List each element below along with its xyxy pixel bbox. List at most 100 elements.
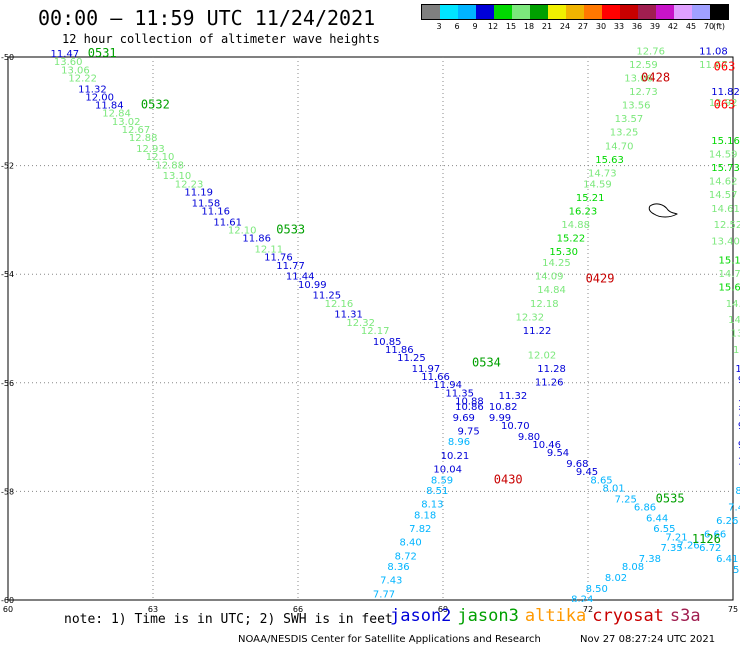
legend-tick-label: 21 [541,22,553,31]
legend-tick-label: (ft) [712,22,726,31]
wave-height-label: 10.85 [373,337,402,348]
satellite-key: jason2 jason3 altika cryosat s3a [390,606,707,626]
latitude-tick-label: -50 [1,53,14,62]
timestamp: Nov 27 08:27:24 UTC 2021 [580,634,716,645]
wave-height-label: 12.32 [346,318,375,329]
wave-height-label: 8.51 [426,486,448,497]
legend-tick-label: 3 [436,22,442,31]
legend-swatch [566,5,584,19]
longitude-tick-label: 69 [438,605,448,614]
legend-swatch [620,5,638,19]
wave-height-label: 15.73 [711,163,740,174]
wave-height-label: 15.63 [595,155,624,166]
wave-height-label: 14.78 [719,269,740,280]
wave-height-label: 9.80 [518,432,540,443]
wave-height-label: 13.10 [163,171,192,182]
legend-swatch [656,5,674,19]
wave-height-label: 10.99 [298,280,327,291]
legend-tick-label: 27 [577,22,589,31]
wave-height-label: 11.76 [264,253,293,264]
legend-swatch [422,5,440,19]
wave-height-label: 7.25 [615,494,637,505]
wave-height-label: 11.61 [213,217,242,228]
wave-height-label: 8.13 [421,500,443,511]
legend-tick-label: 6 [454,22,460,31]
wave-height-label: 12.93 [136,144,165,155]
wave-height-label: 10.8 [738,407,740,418]
wave-height-label: 7.77 [373,589,395,600]
wave-height-label: 13.02 [733,345,740,356]
credit-text: NOAA/NESDIS Center for Satellite Applica… [238,634,541,645]
legend-tick-label: 39 [649,22,661,31]
wave-height-label: 11.86 [385,345,414,356]
wave-height-label: 10.0 [738,456,740,467]
wave-height-label: 12.84 [102,109,131,120]
satellite-jason2: jason2 [390,606,452,626]
wave-height-label: 12.10 [146,152,175,163]
wave-height-label: 13.25 [610,128,639,139]
wave-height-label: 11.19 [184,187,213,198]
wave-height-label: 6.55 [653,524,675,535]
wave-height-label: 9.54 [547,448,569,459]
wave-height-label: 11.67 [699,60,728,71]
wave-height-label: 8.96 [448,437,470,448]
wave-height-label: 15.21 [576,193,605,204]
wave-height-label: 9.75 [458,426,480,437]
wave-height-label: 11.08 [699,46,728,57]
wave-height-label: 13.56 [622,101,651,112]
footnote: note: 1) Time is in UTC; 2) SWH is in fe… [64,612,393,627]
legend-swatch [440,5,458,19]
wave-height-label: 8.59 [431,475,453,486]
wave-height-label: 12.88 [129,133,158,144]
wave-height-label: 14.70 [605,141,634,152]
wave-height-label: 14.59 [709,149,738,160]
wave-height-label: 12.00 [85,92,114,103]
wave-height-label: 9.9 [738,421,740,432]
legend-swatch [458,5,476,19]
pass-time-label: 063 [714,98,736,112]
page-subtitle: 12 hour collection of altimeter wave hei… [62,32,380,46]
legend-tick-label: 9 [472,22,478,31]
legend-swatch [692,5,710,19]
pass-time-label: 0429 [586,271,615,285]
wave-height-label: 13.06 [61,65,90,76]
wave-height-label: 15.22 [557,234,586,245]
legend-tick-label: 70 [703,22,715,31]
longitude-tick-label: 66 [293,605,303,614]
wave-height-label: 11.68 [653,35,682,46]
wave-height-label: 9.77 [499,646,521,650]
pass-time-label: 0535 [656,491,685,505]
pass-time-label: 063 [714,60,736,74]
wave-height-label: 14.57 [709,190,738,201]
wave-height-label: 14.09 [535,272,564,283]
satellite-s3a: s3a [669,606,701,626]
wave-height-label: 6.66 [704,530,726,541]
legend-tick-label: 18 [523,22,535,31]
legend-tick-label: 12 [487,22,499,31]
pass-time-label: 1126 [692,532,721,546]
wave-height-label: 14.59 [583,179,612,190]
latitude-tick-label: -58 [1,487,14,496]
wave-height-label: 15.67 [719,282,740,293]
wave-height-label: 13.06 [624,73,653,84]
wave-height-label: 10.88 [455,397,484,408]
wave-height-label: 6.44 [646,513,668,524]
satellite-altika: altika [524,606,587,626]
page-title: 00:00 – 11:59 UTC 11/24/2021 [38,6,376,30]
wave-height-label: 5.8 [733,565,740,576]
wave-height-label: 14.25 [542,258,571,269]
wave-height-label: 11.58 [192,198,221,209]
wave-height-label: 8.50 [586,584,608,595]
pass-time-label: 0430 [494,472,523,486]
wave-height-label: 11.26 [535,378,564,389]
pass-time-label: 0427 [653,32,682,46]
wave-height-label: 8.72 [395,551,417,562]
longitude-tick-label: 60 [3,605,13,614]
legend-swatch [476,5,494,19]
wave-height-label: 14.62 [709,177,738,188]
wave-height-label: 6.26 [716,516,738,527]
legend-swatch [710,5,728,19]
wave-height-label: 11.5 [738,399,740,410]
legend-tick-label: 45 [685,22,697,31]
